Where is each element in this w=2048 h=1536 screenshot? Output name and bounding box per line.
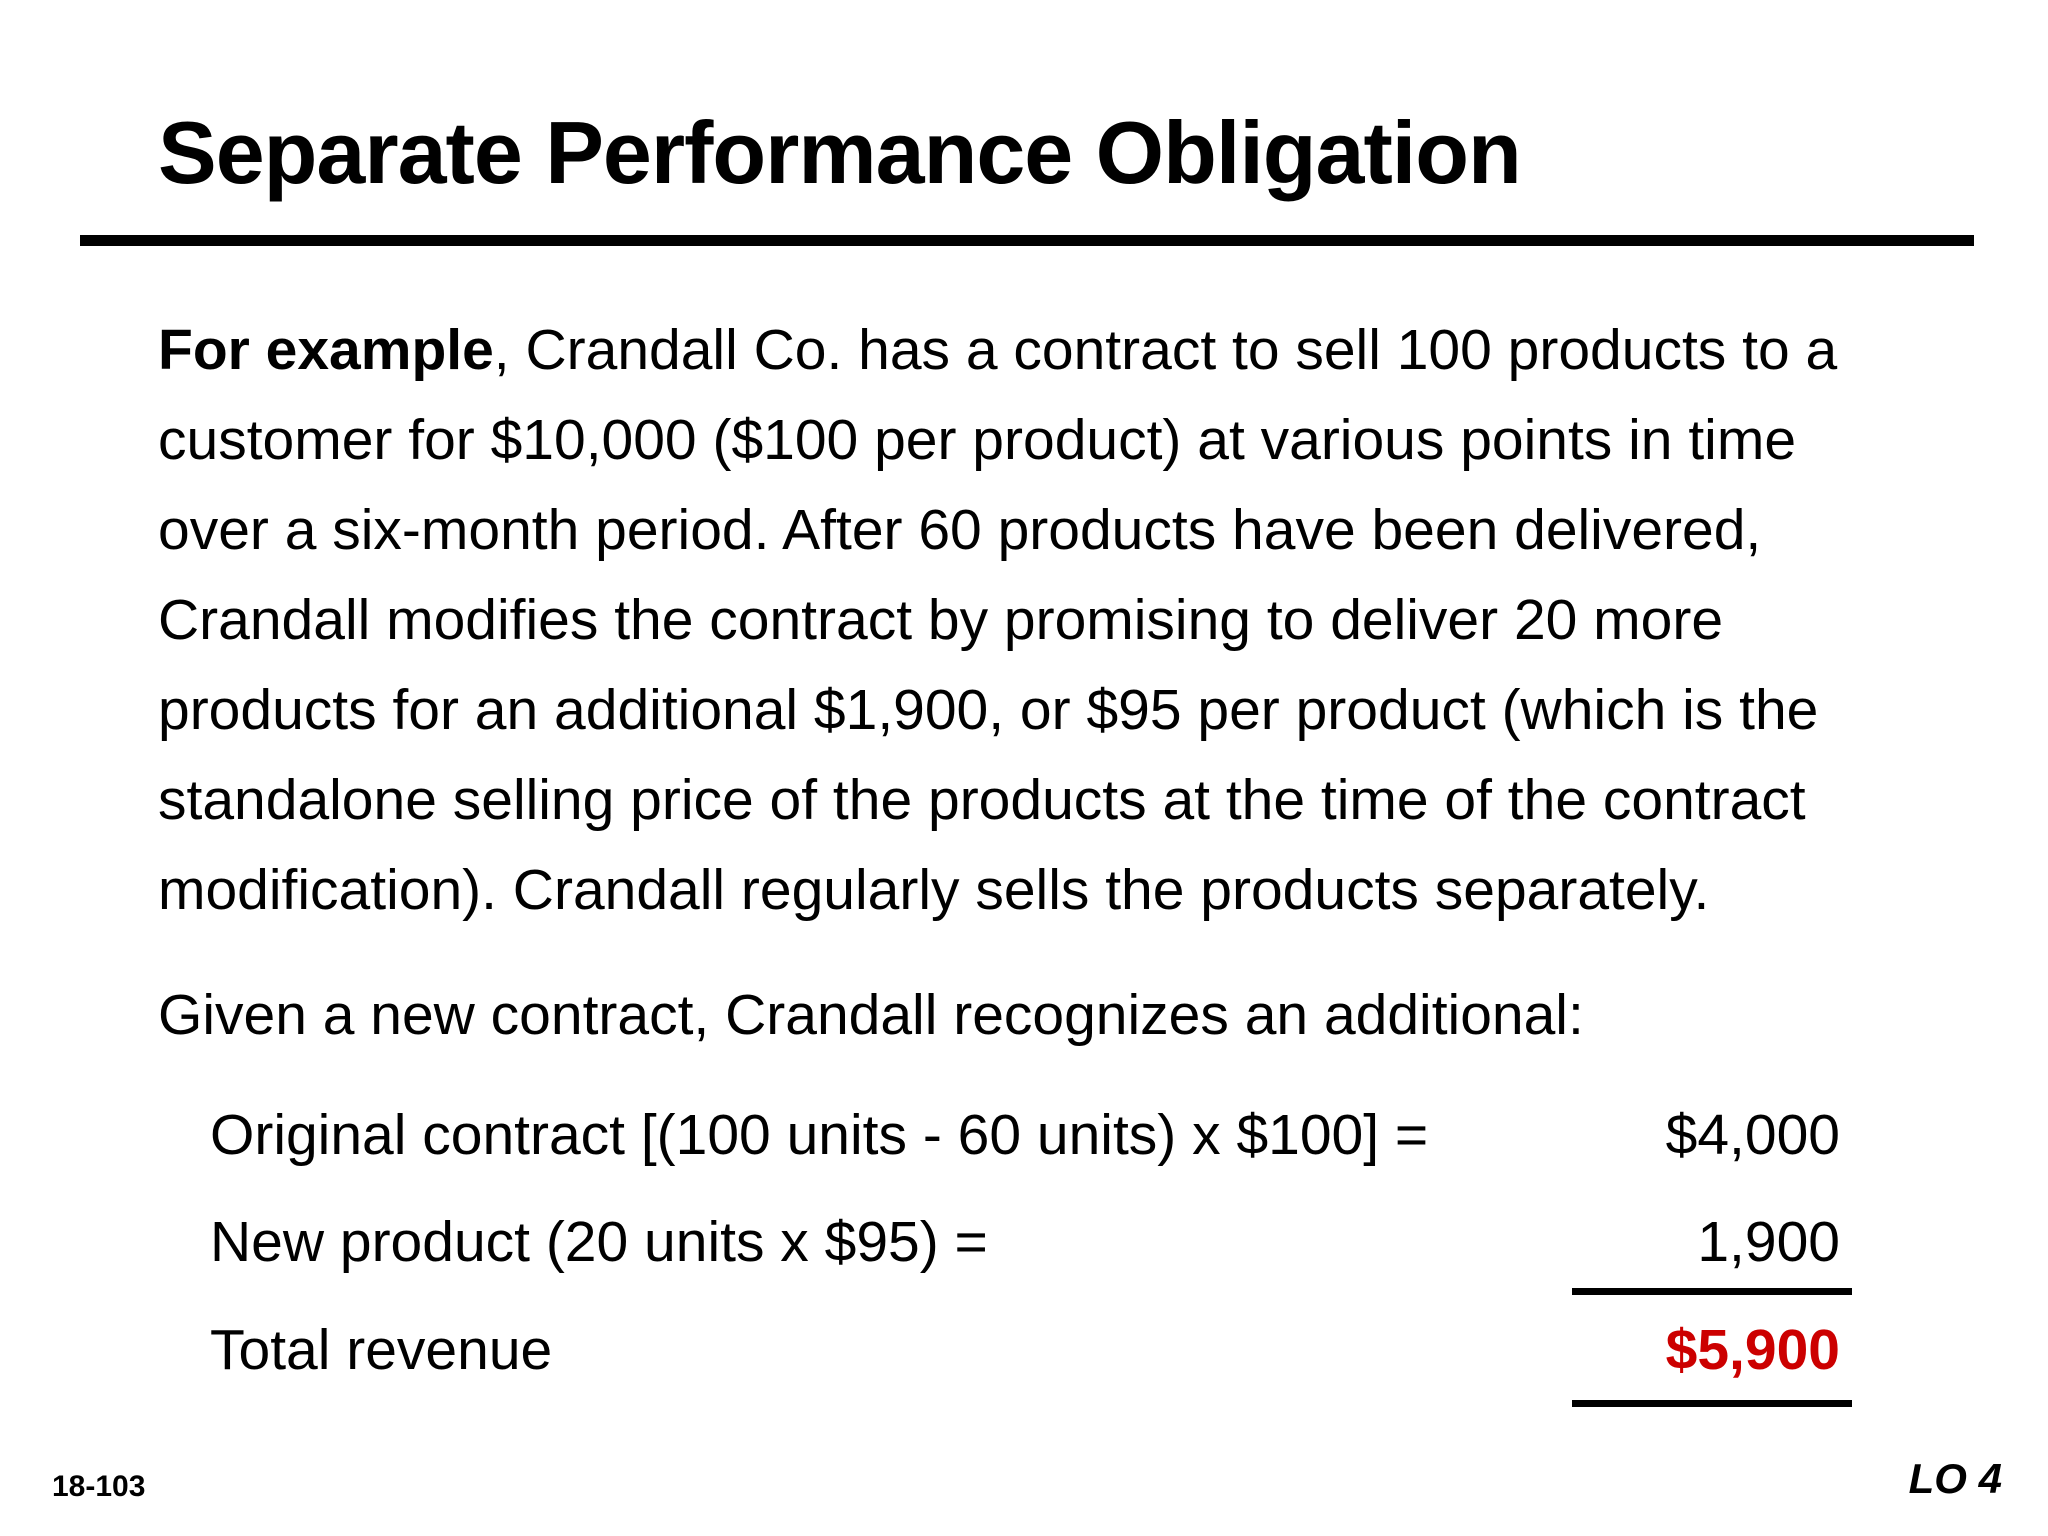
slide-title: Separate Performance Obligation: [158, 103, 1522, 202]
sum-underline: [1572, 1288, 1852, 1295]
calc-label: Total revenue: [210, 1318, 553, 1382]
paragraph-line: For example, Crandall Co. has a contract…: [158, 305, 1918, 395]
example-lead: For example: [158, 318, 494, 382]
paragraph-line: modification). Crandall regularly sells …: [158, 858, 1710, 922]
title-divider: [80, 235, 1974, 246]
paragraph-line: standalone selling price of the products…: [158, 768, 1806, 832]
calc-label: New product (20 units x $95) =: [210, 1210, 988, 1274]
slide-number: 18-103: [52, 1470, 146, 1503]
calc-row-new-product: New product (20 units x $95) = 1,900: [210, 1197, 1840, 1287]
paragraph-line-text: , Crandall Co. has a contract to sell 10…: [493, 318, 1838, 382]
example-paragraph: For example, Crandall Co. has a contract…: [158, 305, 1918, 935]
paragraph-line: products for an additional $1,900, or $9…: [158, 678, 1819, 742]
total-underline: [1572, 1400, 1852, 1407]
calc-amount: $4,000: [1665, 1103, 1840, 1167]
learning-objective-tag: LO 4: [1908, 1455, 2002, 1502]
calc-row-total-revenue: Total revenue $5,900: [210, 1305, 1840, 1395]
calc-row-original-contract: Original contract [(100 units - 60 units…: [210, 1090, 1840, 1180]
paragraph-line: Crandall modifies the contract by promis…: [158, 588, 1724, 652]
calc-amount: 1,900: [1697, 1210, 1840, 1274]
given-statement: Given a new contract, Crandall recognize…: [158, 983, 1584, 1047]
total-amount: $5,900: [1665, 1318, 1840, 1382]
paragraph-line: over a six-month period. After 60 produc…: [158, 498, 1762, 562]
paragraph-line: customer for $10,000 ($100 per product) …: [158, 408, 1797, 472]
calc-label: Original contract [(100 units - 60 units…: [210, 1103, 1429, 1167]
